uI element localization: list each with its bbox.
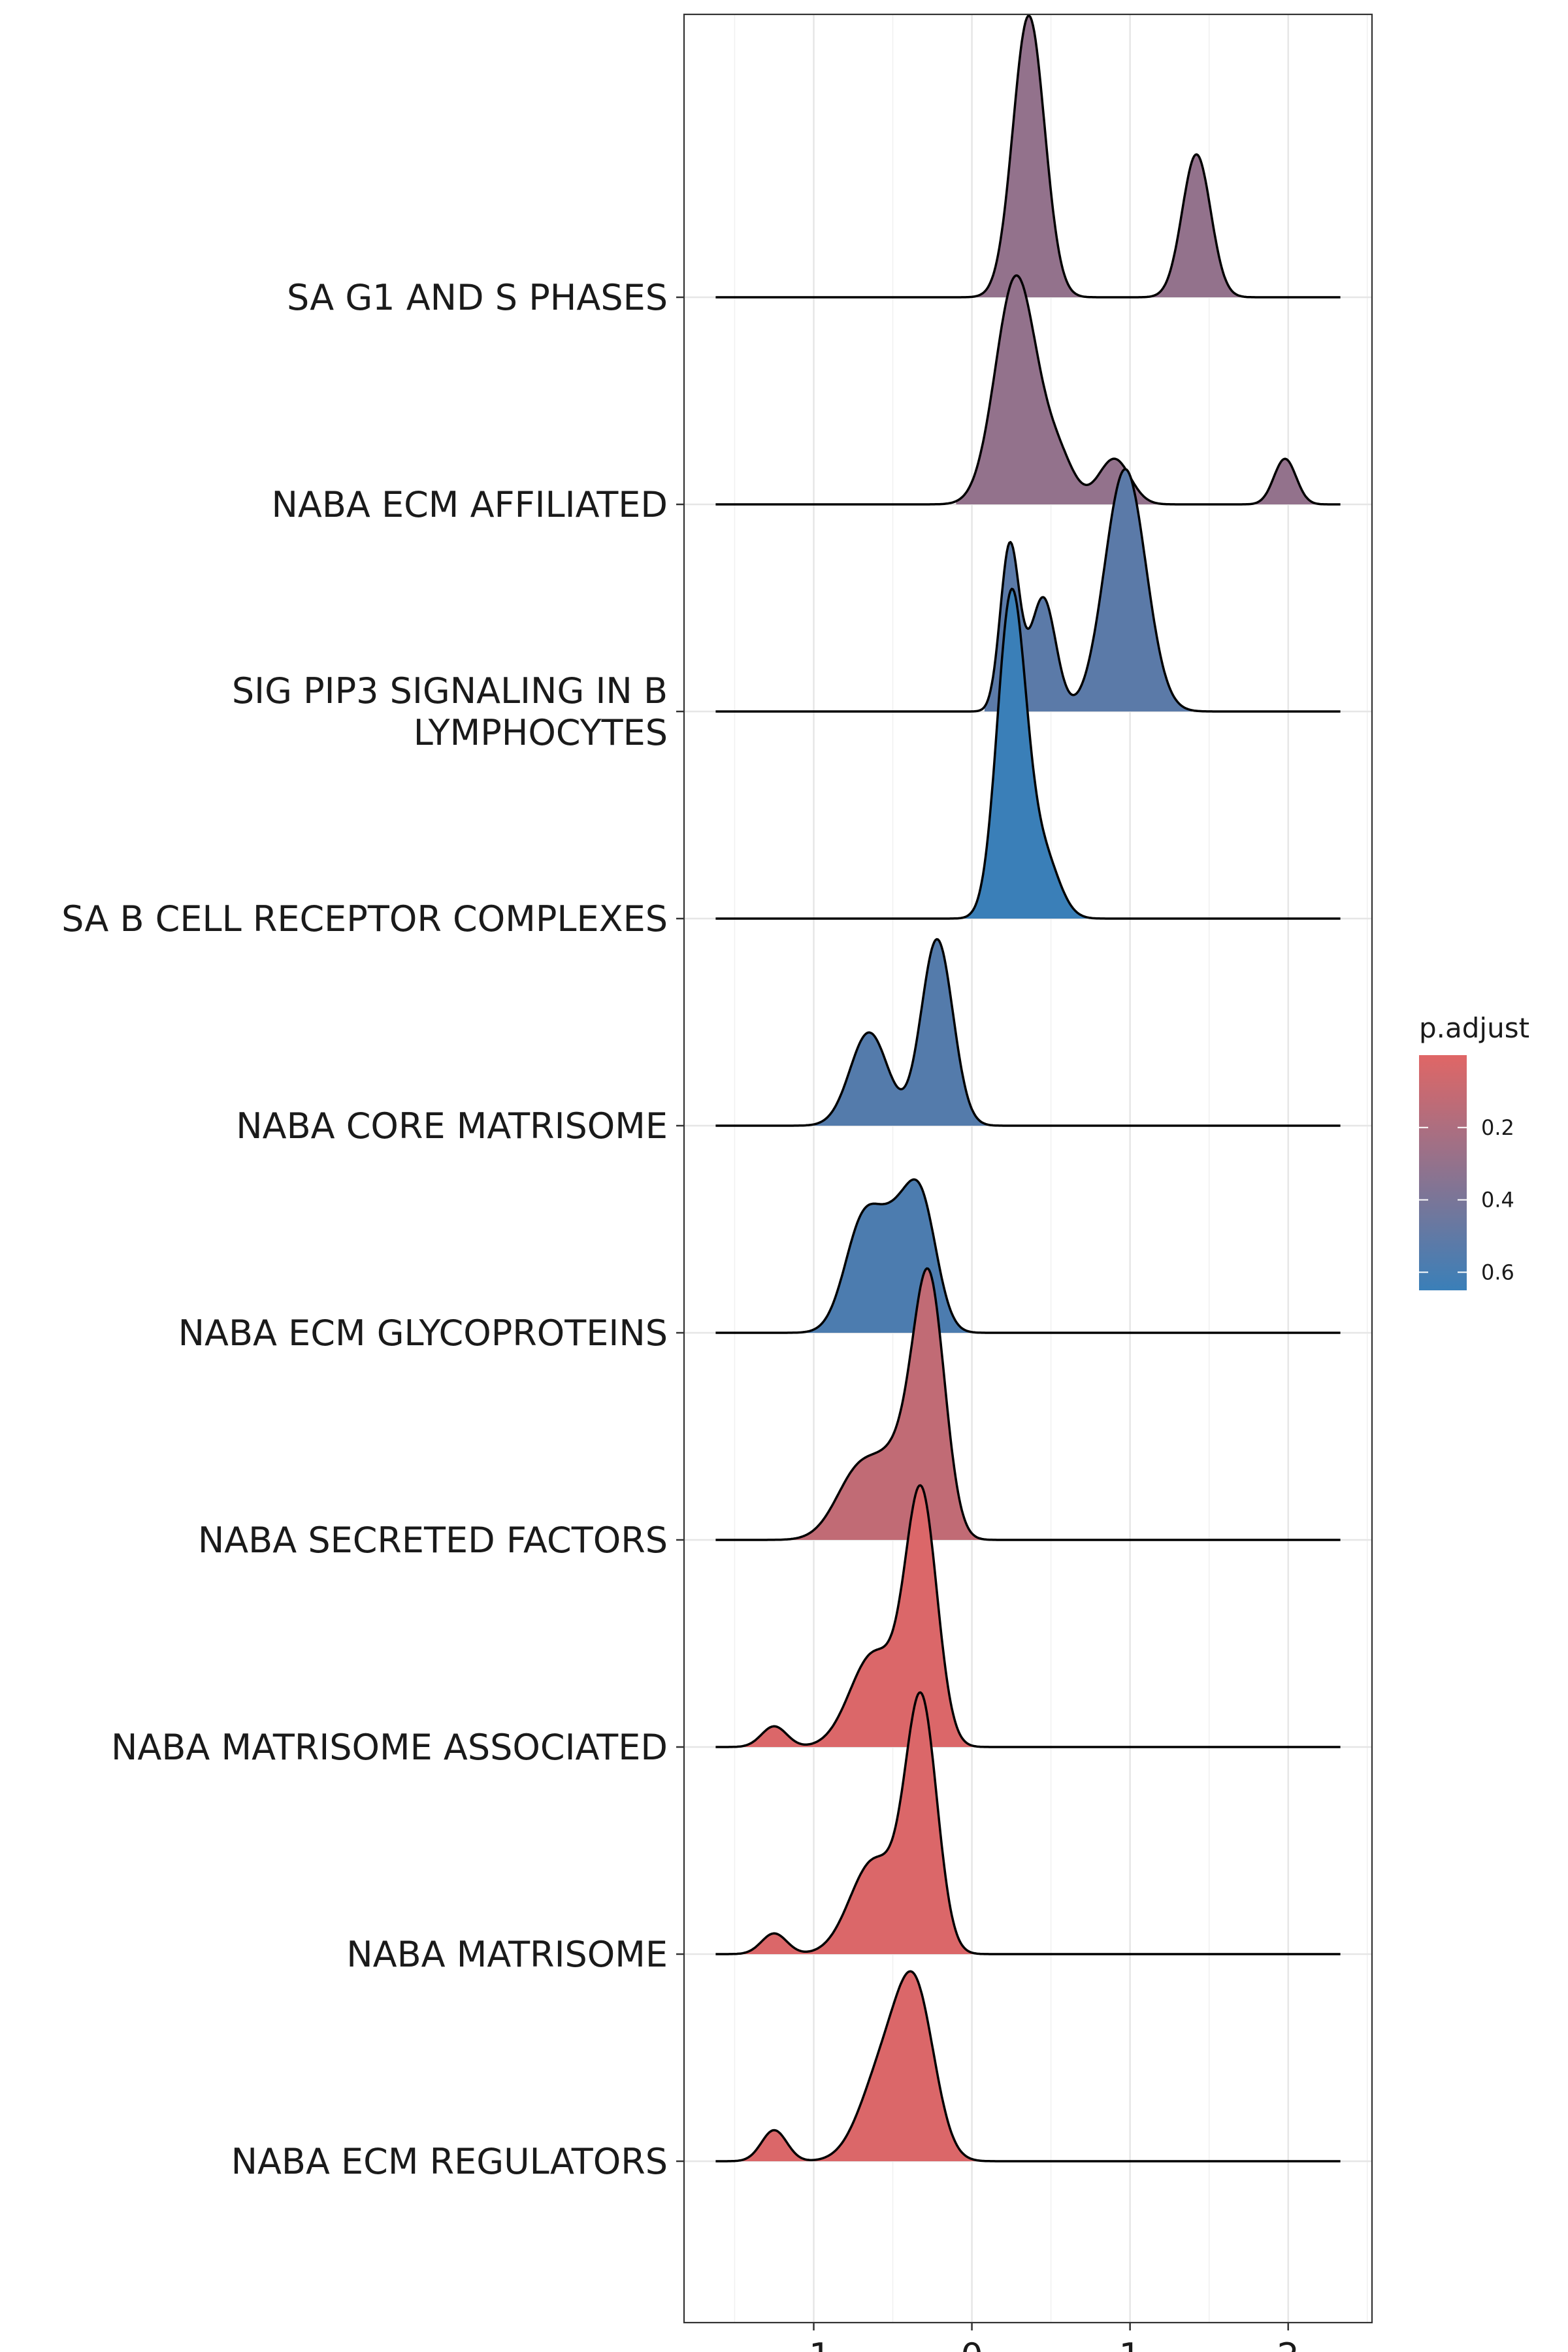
category-label: NABA ECM REGULATORS: [231, 2141, 668, 2182]
category-label: SA G1 AND S PHASES: [287, 277, 668, 318]
ridge-naba-secreted-factors: [715, 1267, 1341, 1541]
category-label-line: SA B CELL RECEPTOR COMPLEXES: [61, 898, 668, 939]
category-label-line: SA G1 AND S PHASES: [287, 277, 668, 318]
x-tick-label: -1: [796, 2336, 832, 2352]
ridge-naba-matrisome-associated: [715, 1484, 1341, 1748]
category-label: SA B CELL RECEPTOR COMPLEXES: [61, 898, 668, 939]
ridge-line: [715, 587, 1341, 920]
ridge-fill: [715, 1971, 985, 2161]
ridge-fill: [956, 275, 1341, 504]
ridge-naba-ecm-affiliated: [715, 274, 1341, 506]
ridge-line: [715, 1484, 1341, 1748]
ridge-naba-ecm-glycoproteins: [715, 1178, 1341, 1334]
x-tick-label: 2: [1277, 2336, 1299, 2352]
ridge-line: [715, 1970, 1341, 2163]
ridge-naba-core-matrisome: [715, 938, 1341, 1127]
axis-layer: NABA ECM REGULATORS NABA MATRISOME NABA MA…: [61, 277, 1299, 2352]
category-label: NABA SECRETED FACTORS: [198, 1520, 668, 1561]
legend: p.adjust 0.2 0.4 0.6: [1419, 1012, 1529, 1290]
ridge-sa-g1-and-s-phases: [715, 14, 1341, 299]
ridge-line: [715, 468, 1341, 713]
ridge-naba-matrisome: [715, 1691, 1341, 1955]
legend-tick-label: 0.2: [1481, 1115, 1514, 1140]
ridge-naba-ecm-regulators: [715, 1970, 1341, 2163]
x-tick-label: 1: [1119, 2336, 1141, 2352]
category-label-line: NABA ECM AFFILIATED: [272, 484, 668, 525]
category-label: NABA MATRISOME: [346, 1934, 668, 1975]
ridge-line: [715, 274, 1341, 506]
x-tick-label: 0: [960, 2336, 983, 2352]
category-label-line: NABA ECM GLYCOPROTEINS: [178, 1313, 668, 1354]
category-label-line: SIG PIP3 SIGNALING IN B: [232, 670, 668, 711]
category-label-line: NABA CORE MATRISOME: [236, 1105, 668, 1147]
ridge-fill: [715, 1692, 991, 1954]
ridge-line: [715, 1267, 1341, 1541]
ridge-line: [715, 1691, 1341, 1955]
ridge-fill: [782, 1268, 996, 1540]
ridge-sa-b-cell-receptor-complexes: [715, 587, 1341, 920]
category-label: NABA MATRISOME ASSOCIATED: [111, 1727, 668, 1768]
panel-border: [683, 13, 1373, 2324]
ridge-line: [715, 14, 1341, 299]
ridge-layer: [715, 14, 1341, 2163]
legend-tick-label: 0.6: [1481, 1260, 1514, 1284]
category-label: SIG PIP3 SIGNALING IN B LYMPHOCYTES: [232, 670, 668, 753]
ridge-line: [715, 938, 1341, 1127]
category-label: NABA ECM AFFILIATED: [272, 484, 668, 525]
category-label-line: NABA MATRISOME: [346, 1934, 668, 1975]
category-label-line: NABA MATRISOME ASSOCIATED: [111, 1727, 668, 1768]
ridge-line: [715, 1178, 1341, 1334]
category-label: NABA CORE MATRISOME: [236, 1105, 668, 1147]
ridge-fill: [984, 469, 1194, 711]
category-label-line: NABA SECRETED FACTORS: [198, 1520, 668, 1561]
ridge-fill: [972, 15, 1249, 298]
ridge-fill: [715, 1485, 991, 1747]
ridge-fill: [806, 1179, 980, 1333]
legend-tick-label: 0.4: [1481, 1188, 1514, 1213]
category-label: NABA ECM GLYCOPROTEINS: [178, 1313, 668, 1354]
ridge-sig-pip3-signaling-in-b-lymphocytes: [715, 468, 1341, 713]
category-label-line: NABA ECM REGULATORS: [231, 2141, 668, 2182]
legend-title: p.adjust: [1419, 1012, 1529, 1044]
category-label-line: LYMPHOCYTES: [414, 712, 668, 753]
legend-colorbar: [1419, 1055, 1467, 1290]
